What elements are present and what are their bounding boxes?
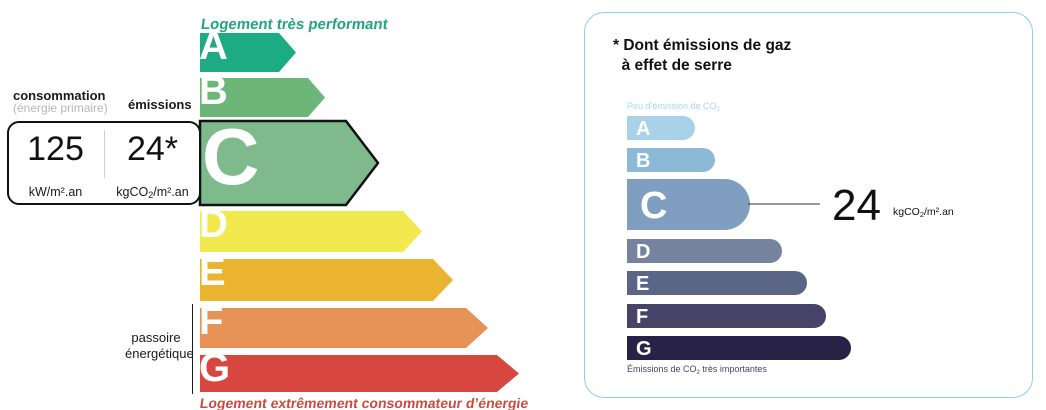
- svg-text:A: A: [636, 118, 650, 140]
- svg-text:G: G: [199, 346, 230, 390]
- svg-text:F: F: [636, 306, 648, 328]
- svg-text:E: E: [199, 250, 226, 294]
- svg-text:F: F: [199, 299, 223, 343]
- svg-text:A: A: [199, 24, 228, 68]
- svg-text:B: B: [636, 150, 650, 172]
- svg-text:E: E: [636, 273, 649, 295]
- svg-text:C: C: [202, 112, 259, 201]
- svg-text:C: C: [640, 185, 667, 227]
- svg-text:D: D: [636, 241, 650, 263]
- svg-text:G: G: [636, 338, 652, 360]
- svg-text:D: D: [199, 202, 228, 246]
- svg-text:B: B: [199, 69, 228, 113]
